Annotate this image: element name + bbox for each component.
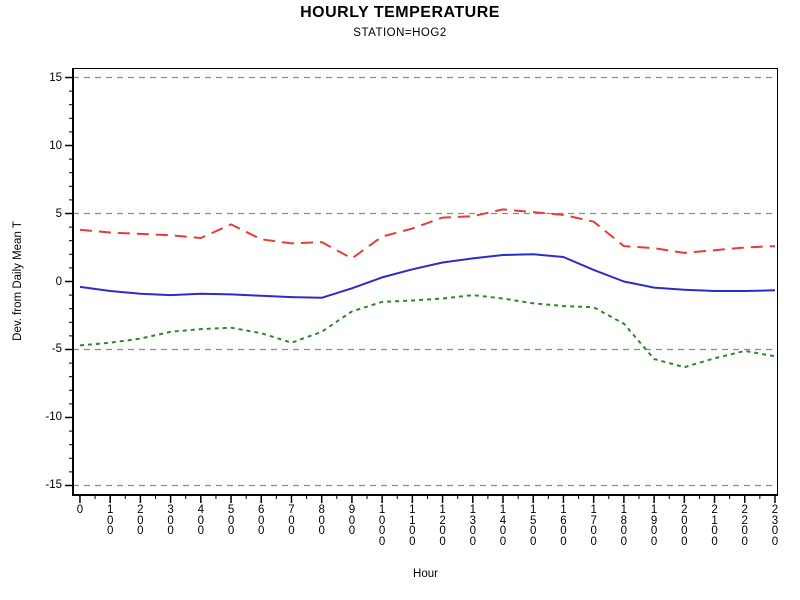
plot-frame	[73, 68, 778, 495]
x-tick-label: 2 3 0 0	[771, 504, 779, 548]
x-tick-label: 4 0 0	[197, 504, 205, 537]
series-line-blue-solid	[79, 253, 776, 299]
x-tick-label: 1 5 0 0	[530, 504, 537, 548]
x-tick-label: 1 9 0 0	[650, 504, 658, 548]
x-tick-label: 1 1 0 0	[409, 504, 416, 548]
x-tick-label: 2 2 0 0	[741, 504, 748, 548]
x-tick-label: 3 0 0	[167, 504, 174, 537]
y-tick-label: 5	[55, 207, 62, 220]
x-tick-label: 1 4 0 0	[499, 504, 507, 548]
x-tick-label: 2 1 0 0	[711, 504, 718, 548]
x-tick-label: 7 0 0	[288, 504, 295, 537]
y-tick-label: 10	[49, 139, 62, 152]
y-tick-label: -10	[45, 411, 62, 424]
x-tick-label: 8 0 0	[318, 504, 325, 537]
x-tick-label: 1 3 0 0	[469, 504, 476, 548]
x-tick-label: 9 0 0	[348, 504, 356, 537]
x-tick-label: 1 2 0 0	[439, 504, 446, 548]
x-tick-label: 1 0 0 0	[378, 504, 386, 548]
chart-title: HOURLY TEMPERATURE	[300, 4, 500, 21]
x-tick-label: 2 0 0 0	[681, 504, 688, 548]
x-tick-label: 5 0 0	[227, 504, 235, 537]
y-tick-label: 15	[49, 71, 62, 84]
y-tick-label: -5	[51, 343, 62, 356]
chart-subtitle: STATION=HOG2	[353, 27, 447, 39]
x-tick-label: 6 0 0	[258, 504, 265, 537]
series-line-red-long-dash	[79, 208, 776, 260]
x-tick-label: 1 8 0 0	[620, 504, 628, 548]
x-axis-label: Hour	[413, 568, 438, 580]
y-tick-label: 0	[55, 275, 62, 288]
x-tick-label: 1 7 0 0	[590, 504, 597, 548]
y-tick-label: -15	[45, 479, 62, 492]
x-tick-label: 1 6 0 0	[560, 504, 567, 548]
x-tick-label: 2 0 0	[137, 504, 144, 537]
x-tick-label: 1 0 0	[106, 504, 114, 537]
x-tick-label: 0	[76, 504, 84, 516]
series-line-green-short-dash	[79, 294, 776, 369]
